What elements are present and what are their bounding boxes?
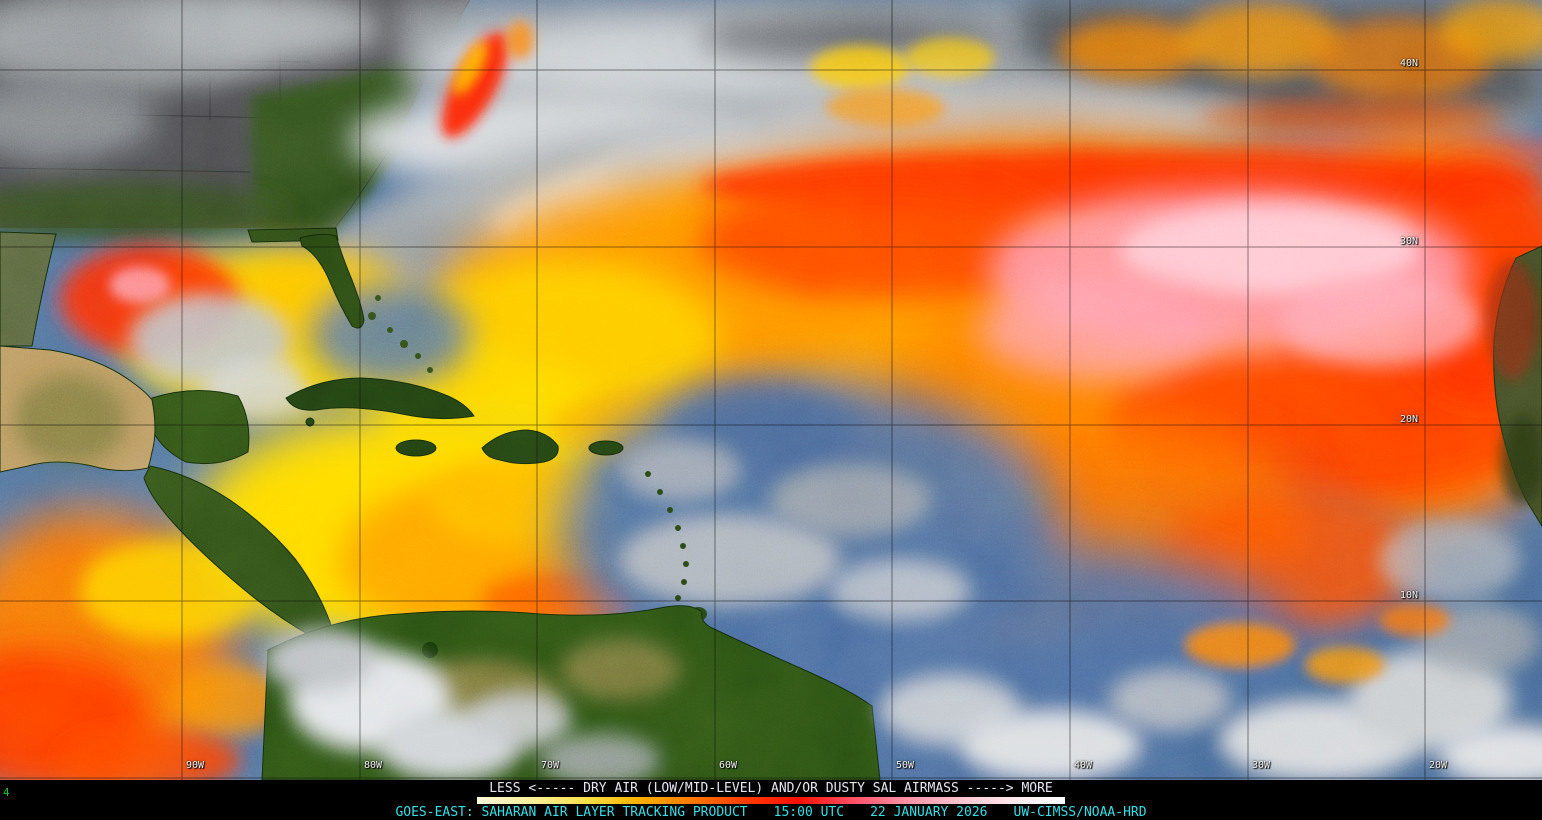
grain-texture [0, 0, 1542, 780]
frame-counter: 4 [3, 786, 10, 799]
legend-text: LESS <----- DRY AIR (LOW/MID-LEVEL) AND/… [489, 781, 1053, 796]
satellite-imagery [0, 0, 1542, 780]
caption: GOES-EAST: SAHARAN AIR LAYER TRACKING PR… [395, 806, 1146, 820]
caption-product: GOES-EAST: SAHARAN AIR LAYER TRACKING PR… [395, 805, 748, 820]
caption-date: 22 JANUARY 2026 [870, 805, 988, 820]
satellite-map: 40N 30N 20N 10N 90W 80W 70W 60W 50W 40W 30W 20W [0, 0, 1542, 780]
bottom-annotation-bar: LESS <----- DRY AIR (LOW/MID-LEVEL) AND/… [0, 780, 1542, 820]
legend-color-scale [477, 797, 1065, 804]
caption-credit: UW-CIMSS/NOAA-HRD [1013, 805, 1147, 820]
caption-time: 15:00 UTC [773, 805, 845, 820]
